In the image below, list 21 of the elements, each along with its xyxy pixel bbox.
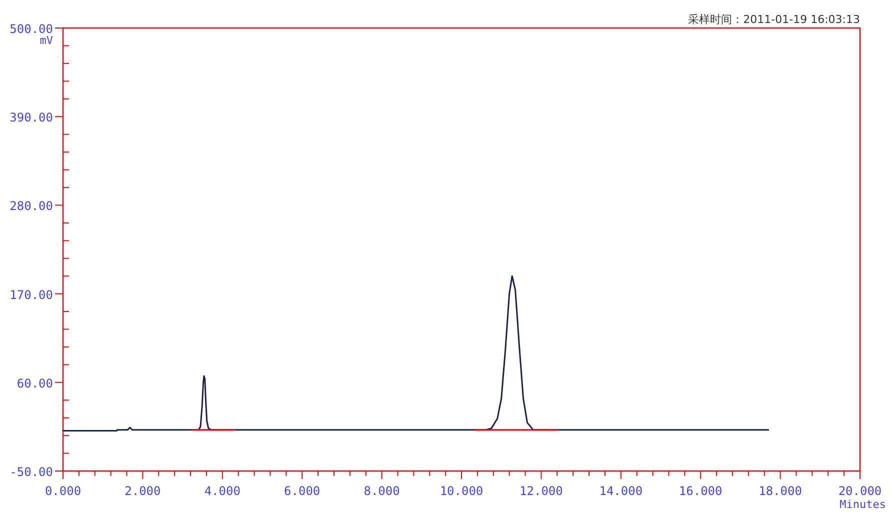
x-tick-label: 14.000 [599, 484, 643, 498]
y-axis-title: mV [40, 34, 54, 47]
x-axis-title: Minutes [840, 498, 886, 511]
x-tick-label: 0.000 [44, 484, 82, 498]
line-series [62, 275, 770, 432]
x-tick-label: 2.000 [124, 484, 161, 498]
y-tick-label: 60.00 [16, 376, 53, 390]
x-tick-label: 18.000 [758, 484, 802, 498]
text: 采样时间：2011-01-19 16:03:13 [688, 13, 860, 26]
x-tick-label: 16.000 [678, 484, 722, 498]
x-tick-label: 10.000 [440, 484, 484, 498]
x-tick-label: 6.000 [284, 484, 320, 498]
x-tick-label: 12.000 [520, 484, 563, 498]
y-tick-label: 170.00 [10, 288, 53, 302]
y-tick-label: 280.00 [10, 199, 53, 214]
y-tick-label: -50.00 [10, 465, 53, 479]
x-tick-label: 20.000 [838, 484, 882, 498]
x-tick-label: 8.000 [364, 484, 400, 498]
y-tick-label: 390.00 [10, 110, 53, 125]
y-tick-label: 500.00 [10, 22, 53, 36]
x-tick-label: 4.000 [204, 484, 240, 498]
